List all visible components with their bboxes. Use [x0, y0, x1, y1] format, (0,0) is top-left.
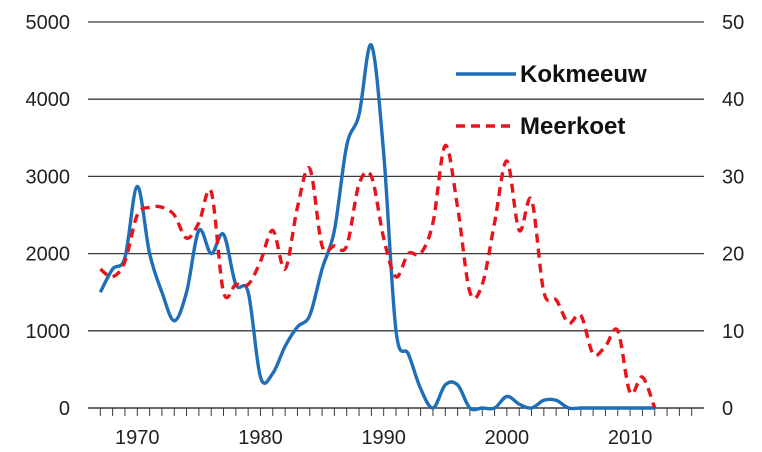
- series-lines: [98, 43, 657, 412]
- x-tick-label-2000: 2000: [485, 427, 530, 449]
- axes: 0 1000 2000 3000 4000 5000 0 10 20 30 40 50 1970 1980…: [26, 12, 745, 449]
- legend: Kokmeeuw Meerkoet: [456, 61, 647, 140]
- y2-tick-label-30: 30: [722, 166, 744, 188]
- y-tick-label-4000: 4000: [26, 89, 71, 111]
- y-tick-label-1000: 1000: [26, 321, 71, 343]
- y2-tick-label-10: 10: [722, 321, 744, 343]
- y2-tick-label-0: 0: [722, 398, 733, 420]
- legend-label-meerkoet: Meerkoet: [520, 113, 625, 140]
- y-tick-label-2000: 2000: [26, 244, 71, 266]
- y-tick-label-5000: 5000: [26, 12, 71, 34]
- x-tick-label-1980: 1980: [238, 427, 283, 449]
- x-tick-label-1970: 1970: [115, 427, 160, 449]
- y2-tick-label-40: 40: [722, 89, 744, 111]
- y-tick-label-3000: 3000: [26, 166, 71, 188]
- x-tick-label-1990: 1990: [361, 427, 406, 449]
- legend-label-kokmeeuw: Kokmeeuw: [520, 61, 647, 88]
- series-line-meerkoet: [99, 143, 657, 409]
- y-tick-label-0: 0: [59, 398, 70, 420]
- x-tick-label-2010: 2010: [608, 427, 653, 449]
- y2-tick-label-50: 50: [722, 12, 744, 34]
- series-line-kokmeeuw: [98, 43, 655, 412]
- y2-tick-label-20: 20: [722, 244, 744, 266]
- gridlines: [88, 21, 704, 332]
